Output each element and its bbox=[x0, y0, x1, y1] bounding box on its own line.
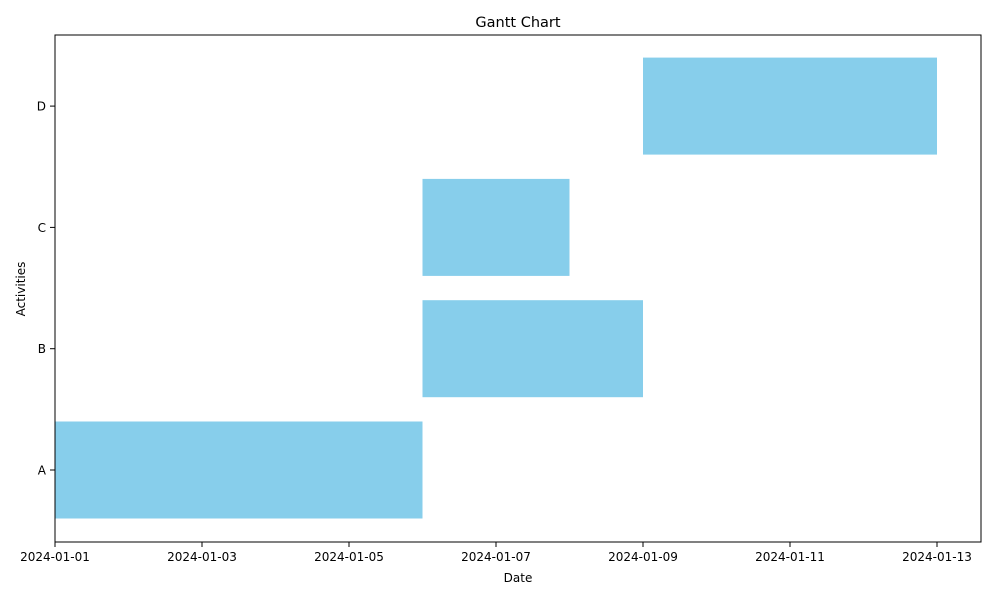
bar-c bbox=[422, 178, 570, 276]
x-tick-label: 2024-01-05 bbox=[314, 550, 384, 564]
bar-b bbox=[422, 300, 643, 398]
y-tick-label-b: B bbox=[38, 342, 46, 356]
y-tick-label-c: C bbox=[38, 221, 46, 235]
plot-area-frame bbox=[54, 34, 982, 543]
chart-title: Gantt Chart bbox=[475, 15, 560, 31]
x-tick-label: 2024-01-07 bbox=[461, 550, 531, 564]
x-tick-label: 2024-01-11 bbox=[755, 550, 825, 564]
bars-group bbox=[55, 57, 937, 519]
bar-a bbox=[55, 421, 423, 519]
x-axis-label: Date bbox=[504, 571, 533, 585]
y-axis-ticks: A B C D bbox=[37, 100, 55, 478]
y-tick-label-a: A bbox=[38, 464, 47, 478]
y-tick-label-d: D bbox=[37, 100, 46, 114]
x-tick-label: 2024-01-03 bbox=[167, 550, 237, 564]
x-tick-label: 2024-01-09 bbox=[608, 550, 678, 564]
bar-d bbox=[643, 57, 937, 155]
x-tick-label: 2024-01-13 bbox=[902, 550, 972, 564]
x-axis-ticks: 2024-01-01 2024-01-03 2024-01-05 2024-01-07… bbox=[20, 542, 972, 564]
x-tick-label: 2024-01-01 bbox=[20, 550, 90, 564]
y-axis-label: Activities bbox=[14, 262, 28, 317]
